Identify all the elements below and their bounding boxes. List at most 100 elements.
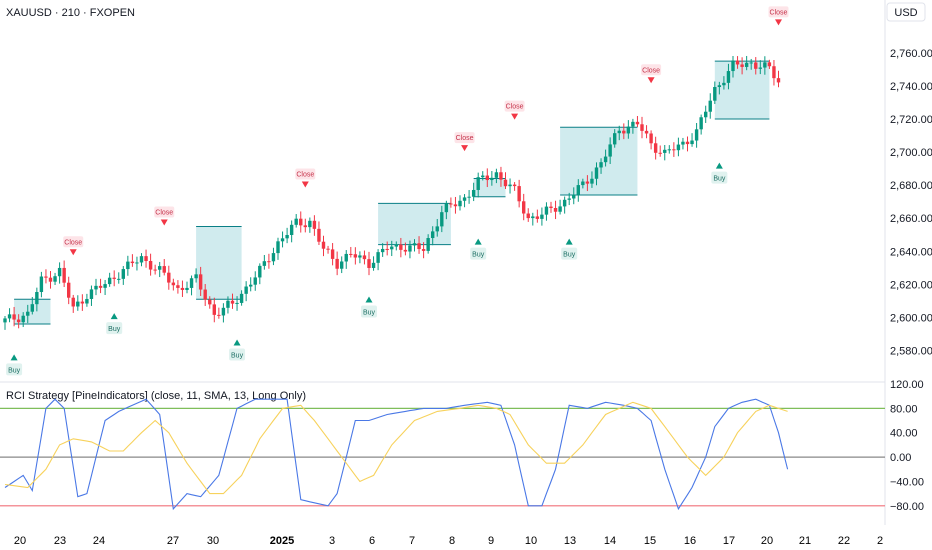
candle-body bbox=[708, 100, 712, 112]
candle-body bbox=[481, 175, 485, 178]
candle-body bbox=[335, 258, 339, 269]
candle-body bbox=[763, 62, 767, 68]
candle-body bbox=[3, 318, 7, 323]
time-label: 24 bbox=[93, 535, 105, 547]
candle-body bbox=[349, 253, 353, 255]
candle-body bbox=[417, 243, 421, 250]
candle-body bbox=[412, 243, 417, 246]
candle-body bbox=[353, 254, 358, 258]
candle-body bbox=[89, 289, 94, 299]
price-tick-label: 2,700.00 bbox=[890, 147, 932, 159]
candle-body bbox=[467, 196, 471, 198]
close-arrow-icon bbox=[511, 113, 519, 120]
candle-body bbox=[640, 124, 644, 131]
candle-body bbox=[62, 267, 66, 283]
price-tick-label: 2,580.00 bbox=[890, 346, 932, 358]
candle-body bbox=[212, 304, 216, 315]
candle-body bbox=[394, 244, 398, 247]
candle-body bbox=[303, 225, 307, 228]
time-label: 10 bbox=[525, 535, 537, 547]
candle-body bbox=[572, 194, 576, 199]
candle-body bbox=[499, 172, 503, 180]
candle-body bbox=[262, 261, 267, 266]
candle-body bbox=[253, 277, 257, 285]
candle-body bbox=[139, 256, 144, 263]
candle-body bbox=[449, 203, 453, 205]
close-label: Close bbox=[64, 239, 82, 246]
candle-body bbox=[244, 286, 248, 294]
candle-body bbox=[239, 293, 244, 303]
candle-body bbox=[676, 144, 681, 151]
time-label: 16 bbox=[684, 535, 696, 547]
close-arrow-icon bbox=[775, 19, 782, 26]
candle-body bbox=[399, 244, 403, 250]
candle-body bbox=[198, 274, 203, 290]
candle-body bbox=[189, 278, 194, 288]
close-label: Close bbox=[506, 104, 524, 111]
candle-body bbox=[217, 314, 221, 316]
candle-body bbox=[426, 238, 430, 251]
time-label: 7 bbox=[409, 535, 415, 547]
candle-body bbox=[631, 121, 635, 127]
candle-body bbox=[690, 140, 694, 145]
candle-body bbox=[403, 249, 408, 252]
candle-body bbox=[485, 175, 489, 181]
candle-body bbox=[312, 220, 317, 229]
candle-body bbox=[57, 267, 62, 277]
symbol-info: XAUUSD · 210 · FXOPEN bbox=[6, 7, 135, 19]
candle-body bbox=[226, 300, 230, 308]
indicator-tick-label: 40.00 bbox=[890, 428, 918, 440]
price-tick-label: 2,600.00 bbox=[890, 312, 932, 324]
close-label-box bbox=[454, 132, 475, 144]
candle-body bbox=[581, 181, 585, 186]
candle-body bbox=[221, 307, 226, 316]
candle-body bbox=[380, 248, 385, 253]
indicator-lines bbox=[4, 398, 789, 511]
candle-body bbox=[731, 60, 735, 72]
price-tick-label: 2,660.00 bbox=[890, 213, 932, 225]
candle-body bbox=[408, 245, 412, 252]
candle-body bbox=[21, 315, 25, 323]
trade-zone bbox=[473, 178, 506, 197]
candle-body bbox=[94, 285, 98, 290]
candle-body bbox=[590, 178, 594, 184]
candle-body bbox=[76, 301, 80, 307]
candle-body bbox=[35, 292, 39, 305]
candle-body bbox=[435, 226, 439, 232]
candle-body bbox=[344, 253, 348, 262]
candle-body bbox=[740, 64, 744, 67]
candle-body bbox=[444, 203, 449, 213]
currency-button[interactable]: USD bbox=[886, 2, 926, 22]
price-tick-label: 2,760.00 bbox=[890, 48, 932, 60]
time-axis: 20 23 24 27 30 2025 3 6 7 8 9 10 13 14 1… bbox=[14, 535, 883, 547]
candle-body bbox=[622, 130, 626, 134]
candle-body bbox=[558, 206, 562, 212]
close-arrow-icon bbox=[301, 181, 309, 188]
time-label: 3 bbox=[329, 535, 335, 547]
time-label: 30 bbox=[207, 535, 219, 547]
candle-body bbox=[567, 198, 571, 200]
indicator-tick-label: 0.00 bbox=[890, 452, 911, 464]
indicator-axis: 120.00 80.00 40.00 0.00 −40.00 −80.00 bbox=[890, 379, 924, 513]
candle-body bbox=[562, 199, 567, 207]
currency-label[interactable]: USD bbox=[894, 7, 917, 19]
candle-body bbox=[681, 141, 685, 145]
candle-body bbox=[117, 278, 121, 280]
candle-body bbox=[617, 130, 621, 134]
indicator-tick-label: 120.00 bbox=[890, 379, 924, 391]
candle-body bbox=[80, 301, 85, 304]
indicator-tick-label: −40.00 bbox=[890, 476, 924, 488]
time-label: 9 bbox=[488, 535, 494, 547]
time-label: 13 bbox=[564, 535, 576, 547]
price-tick-label: 2,720.00 bbox=[890, 114, 932, 126]
time-label: 22 bbox=[838, 535, 850, 547]
candle-body bbox=[317, 228, 321, 242]
indicator-tick-label: −80.00 bbox=[890, 501, 924, 513]
candle-body bbox=[613, 133, 617, 145]
close-arrow-icon bbox=[461, 145, 469, 152]
candle-body bbox=[522, 201, 526, 214]
candle-body bbox=[772, 66, 776, 79]
close-label-box bbox=[63, 236, 84, 248]
time-label: 2025 bbox=[270, 535, 294, 547]
